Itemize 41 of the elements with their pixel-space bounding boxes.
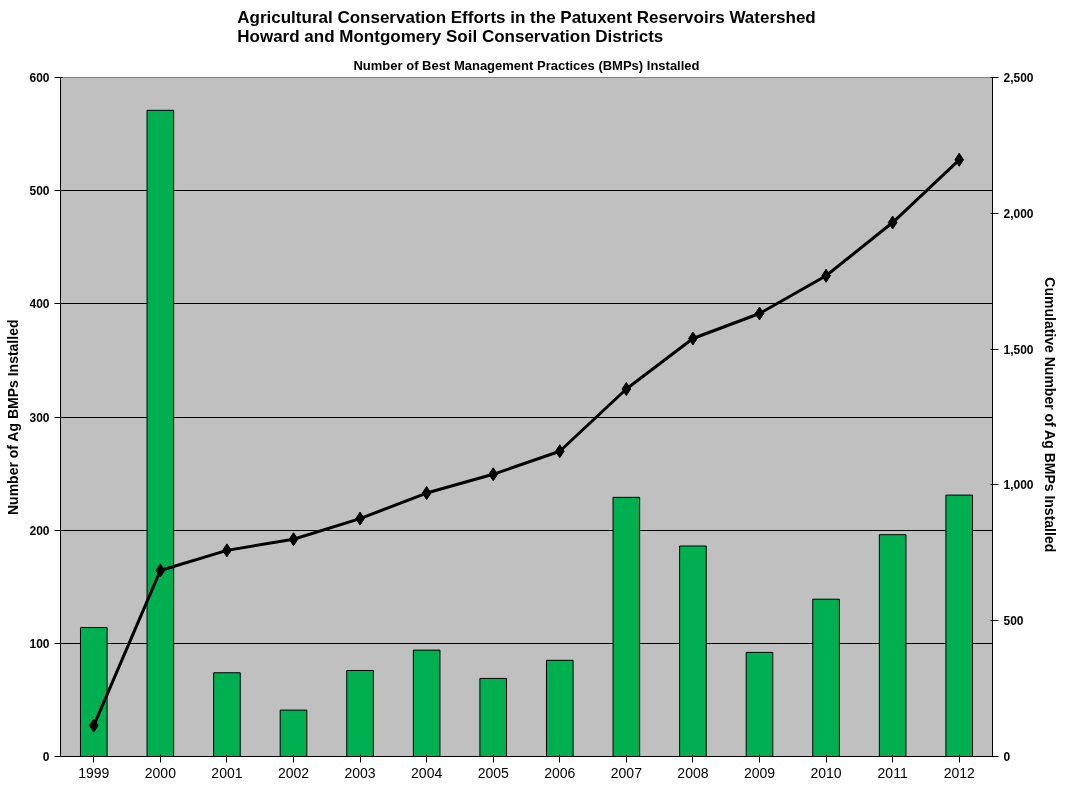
y-tick-label: 100 — [29, 636, 50, 651]
x-tick-label: 2012 — [943, 764, 975, 781]
x-tick-label: 2002 — [277, 764, 310, 781]
x-tick-label: 2010 — [810, 764, 842, 781]
point — [754, 306, 765, 321]
point — [621, 382, 632, 397]
point — [887, 215, 898, 230]
point — [554, 444, 565, 459]
y2-tick-label: 1,500 — [1003, 342, 1034, 357]
y2-tick-label: 2,500 — [1003, 71, 1034, 85]
x-tick-label: 2003 — [344, 764, 376, 781]
y2-tick-label: 1,000 — [1003, 478, 1034, 493]
y-tick-label: 600 — [29, 71, 50, 85]
y-axis-title: Number of Ag BMPs Installed — [5, 319, 22, 516]
point — [488, 467, 499, 482]
x-tick-label: 2005 — [477, 764, 509, 781]
point — [155, 563, 166, 578]
x-tick-label: 1999 — [78, 764, 110, 781]
point — [288, 532, 299, 547]
y-tick-label: 400 — [29, 297, 50, 312]
y2-axis-title: Cumulative Number of Ag BMPs Installed — [1041, 277, 1058, 553]
chart-subtitle: Number of Best Management Practices (BMPs) Installed — [353, 57, 700, 73]
x-tick-label: 2004 — [411, 764, 443, 781]
y-tick-label: 200 — [29, 523, 50, 538]
y2-tick-label: 0 — [1003, 750, 1011, 764]
x-tick-label: 2009 — [743, 764, 776, 781]
y2-tick-label: 2,000 — [1003, 206, 1034, 221]
y-tick-label: 300 — [29, 410, 50, 425]
x-tick-label: 2000 — [144, 764, 177, 781]
point — [421, 486, 432, 501]
x-tick-label: 2006 — [544, 764, 576, 781]
point — [954, 152, 965, 167]
x-tick-label: 2007 — [610, 764, 643, 781]
point — [88, 718, 99, 733]
x-tick-label: 2011 — [877, 764, 908, 781]
chart-title: Agricultural Conservation Efforts in the Patuxent Reservoirs Watershed Howard and Montgomery Soil Conservation Districts — [237, 7, 816, 46]
y-tick-label: 0 — [42, 750, 50, 764]
y2-tick-label: 500 — [1003, 614, 1024, 629]
y-tick-label: 500 — [29, 184, 50, 199]
x-tick-label: 2008 — [677, 764, 709, 781]
x-tick-label: 2001 — [211, 764, 243, 781]
